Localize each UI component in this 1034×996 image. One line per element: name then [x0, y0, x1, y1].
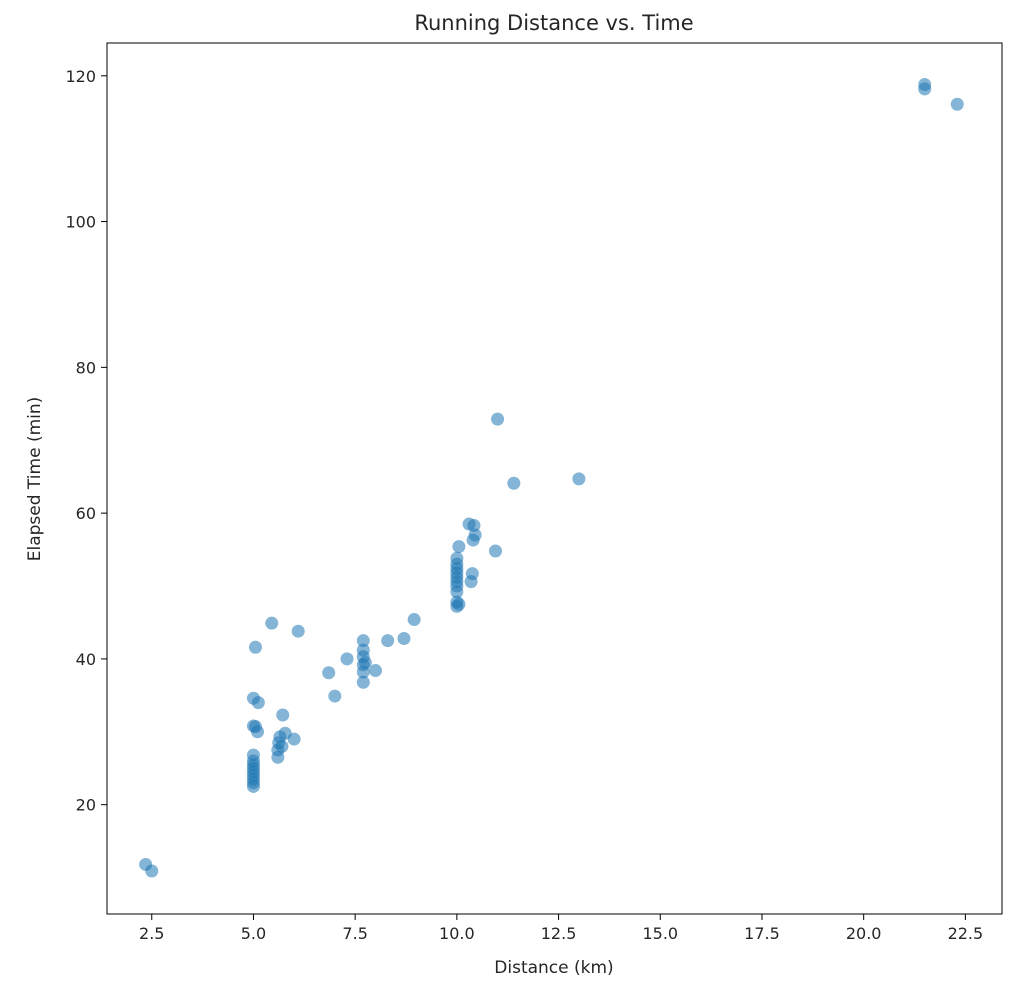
data-point [251, 696, 265, 710]
y-axis-label: Elapsed Time (min) [25, 397, 45, 562]
y-tick-label: 120 [65, 67, 96, 86]
data-point [507, 476, 521, 490]
x-tick-label: 22.5 [948, 924, 984, 943]
chart-title: Running Distance vs. Time [414, 11, 693, 35]
data-point [275, 739, 289, 753]
x-tick-label: 17.5 [744, 924, 780, 943]
x-tick-label: 20.0 [846, 924, 882, 943]
data-point [918, 78, 932, 92]
data-point [265, 616, 279, 630]
data-point [246, 748, 260, 762]
x-tick-label: 10.0 [439, 924, 475, 943]
data-point [145, 864, 159, 878]
y-tick-label: 40 [76, 650, 96, 669]
data-point [251, 725, 265, 739]
data-point [491, 412, 505, 426]
y-tick-label: 80 [76, 358, 96, 377]
data-point [950, 97, 964, 111]
y-axis-ticks: 20 40 60 80 100 120 [65, 67, 107, 815]
data-point [248, 640, 262, 654]
data-point [397, 631, 411, 645]
data-points [139, 78, 964, 878]
data-point [465, 567, 479, 581]
data-point [452, 597, 466, 611]
x-tick-label: 5.0 [241, 924, 266, 943]
data-point [467, 519, 481, 533]
y-tick-label: 60 [76, 504, 96, 523]
data-point [489, 544, 503, 558]
data-point [381, 634, 395, 648]
x-tick-label: 7.5 [342, 924, 367, 943]
y-tick-label: 20 [76, 796, 96, 815]
data-point [340, 652, 354, 666]
data-point [358, 656, 372, 670]
data-point [369, 664, 382, 678]
x-tick-label: 2.5 [139, 924, 164, 943]
plot-area-frame [106, 42, 1003, 915]
data-point [452, 540, 466, 554]
data-point [407, 613, 421, 627]
data-point [356, 675, 370, 689]
y-tick-label: 100 [65, 213, 96, 232]
data-point [468, 528, 482, 542]
data-point [328, 689, 342, 703]
data-point [356, 634, 370, 648]
data-point [322, 666, 336, 680]
x-axis-ticks: 2.5 5.0 7.5 10.0 12.5 15.0 17.5 20.0 22.5 [139, 914, 983, 943]
data-point [450, 551, 464, 565]
data-point [287, 732, 301, 746]
x-axis-label: Distance (km) [494, 958, 613, 978]
data-point [572, 472, 586, 486]
x-tick-label: 15.0 [642, 924, 678, 943]
data-point [276, 708, 290, 722]
x-tick-label: 12.5 [541, 924, 577, 943]
data-point [356, 643, 370, 657]
data-point [291, 624, 305, 638]
